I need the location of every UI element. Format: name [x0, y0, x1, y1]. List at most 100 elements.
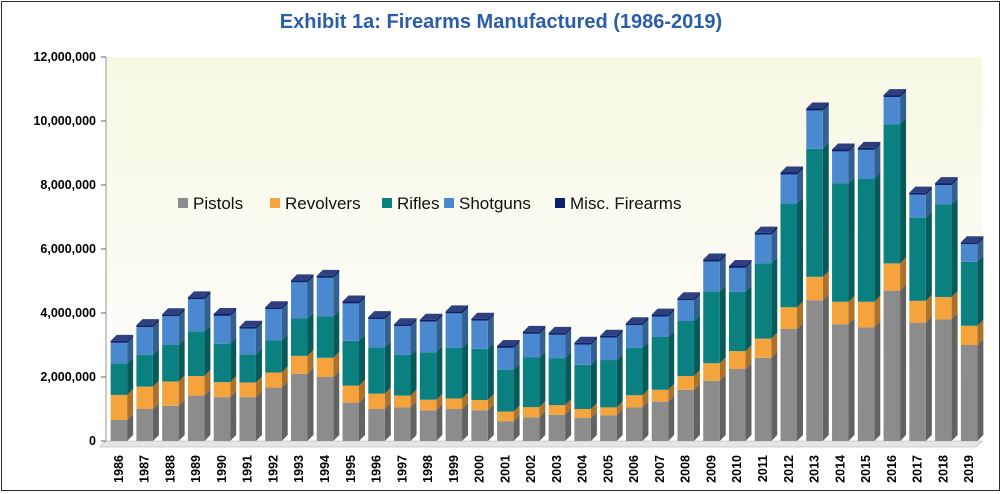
bar-side-face — [745, 261, 752, 292]
bar-segment-misc-firearms-2016 — [883, 95, 901, 97]
bar-side-face — [410, 348, 417, 396]
bar-side-face — [797, 323, 804, 441]
bar-side-face — [642, 389, 649, 408]
bar-top-face — [213, 307, 237, 314]
x-tick-label: 1999 — [447, 455, 461, 483]
bar-segment-misc-firearms-2010 — [728, 265, 746, 268]
bar-segment-misc-firearms-2009 — [703, 259, 720, 262]
bar-side-face — [719, 255, 726, 292]
bar-segment-pistols-1994 — [316, 377, 334, 441]
bar-segment-revolvers-2005 — [600, 407, 617, 416]
bar-side-face — [900, 89, 907, 97]
bar-top-face — [290, 274, 314, 281]
x-tick-label: 1995 — [344, 455, 358, 483]
bar-segment-misc-firearms-2012 — [780, 172, 798, 175]
bar-side-face — [178, 399, 185, 441]
bar-side-face — [307, 367, 314, 441]
x-tick-label: 2003 — [550, 455, 564, 483]
bar-side-face — [230, 376, 237, 398]
x-tick-label: 2012 — [782, 455, 796, 483]
bar-top-face — [651, 308, 675, 315]
bar-segment-rifles-1994 — [316, 316, 334, 358]
bar-segment-rifles-2004 — [574, 364, 591, 409]
bar-segment-pistols-1997 — [394, 407, 411, 441]
bar-side-face — [487, 394, 494, 411]
bar-side-face — [693, 370, 700, 390]
bar-segment-revolvers-1999 — [445, 398, 463, 409]
bar-side-face — [925, 294, 932, 323]
bar-segment-misc-firearms-1997 — [394, 324, 411, 327]
bar-segment-shotguns-2004 — [574, 344, 591, 365]
bar-side-face — [255, 391, 262, 441]
bar-side-face — [616, 401, 623, 416]
bar-side-face — [462, 392, 469, 409]
bar-segment-rifles-2015 — [857, 178, 875, 302]
bar-side-face — [333, 269, 340, 278]
bar-top-face — [754, 226, 778, 233]
bar-side-face — [900, 118, 907, 264]
bar-side-face — [178, 375, 185, 406]
bar-segment-misc-firearms-2011 — [754, 232, 772, 235]
bar-side-face — [590, 338, 597, 365]
bar-top-face — [574, 336, 597, 343]
bar-segment-shotguns-1997 — [394, 326, 411, 355]
legend-swatch-misc-firearms — [555, 198, 565, 208]
bar-side-face — [307, 312, 314, 356]
bar-segment-pistols-2010 — [728, 369, 746, 441]
bar-side-face — [874, 172, 881, 302]
bar-segment-shotguns-2012 — [780, 174, 798, 204]
bar-segment-revolvers-2002 — [522, 407, 540, 418]
bar-side-face — [771, 332, 778, 358]
bar-side-face — [487, 404, 494, 441]
x-tick-label: 1987 — [138, 455, 152, 483]
bar-segment-misc-firearms-2005 — [600, 335, 617, 338]
bar-side-face — [230, 391, 237, 441]
x-tick-label: 2013 — [808, 455, 822, 483]
bar-side-face — [719, 253, 726, 262]
bar-side-face — [281, 366, 288, 388]
bar-segment-shotguns-1998 — [419, 321, 437, 353]
x-tick-label: 1989 — [189, 455, 203, 483]
bar-segment-revolvers-1993 — [290, 355, 308, 374]
bar-segment-shotguns-1999 — [445, 313, 463, 348]
bar-side-face — [410, 320, 417, 355]
bar-segment-pistols-2019 — [960, 345, 978, 441]
bar-side-face — [152, 319, 159, 328]
x-tick-label: 2000 — [473, 455, 487, 483]
bar-side-face — [693, 294, 700, 321]
bar-segment-pistols-2008 — [677, 389, 694, 441]
bar-side-face — [384, 313, 391, 348]
bar-segment-misc-firearms-2003 — [548, 332, 566, 335]
chart-title: Exhibit 1a: Firearms Manufactured (1986-… — [280, 11, 722, 33]
bar-side-face — [977, 255, 984, 326]
bar-side-face — [822, 294, 829, 441]
bar-side-face — [590, 358, 597, 409]
y-tick-label: 4,000,000 — [40, 306, 96, 320]
bar-side-face — [127, 413, 134, 441]
bar-side-face — [848, 145, 855, 184]
bar-side-face — [513, 405, 520, 422]
bar-segment-pistols-1993 — [290, 373, 308, 441]
bar-side-face — [616, 354, 623, 408]
bar-segment-shotguns-2002 — [522, 333, 540, 358]
bar-top-face — [187, 291, 211, 298]
bar-segment-revolvers-1998 — [419, 399, 437, 411]
bar-segment-revolvers-2012 — [780, 307, 798, 329]
bar-side-face — [255, 322, 262, 355]
bar-segment-revolvers-2015 — [857, 301, 875, 328]
bar-side-face — [307, 349, 314, 374]
bar-segment-pistols-1990 — [213, 397, 231, 441]
bar-top-face — [265, 301, 288, 308]
bar-side-face — [925, 188, 932, 218]
bar-side-face — [410, 318, 417, 327]
bar-side-face — [848, 177, 855, 302]
bar-segment-pistols-2000 — [471, 410, 488, 441]
x-tick-label: 1988 — [163, 455, 177, 483]
bar-segment-misc-firearms-1988 — [162, 314, 179, 317]
bar-segment-revolvers-1989 — [187, 376, 205, 396]
legend-label: Revolvers — [285, 194, 361, 213]
bar-segment-misc-firearms-2001 — [497, 345, 514, 348]
bar-side-face — [384, 341, 391, 394]
bar-segment-revolvers-2006 — [625, 395, 643, 408]
bar-segment-misc-firearms-1986 — [110, 340, 128, 343]
